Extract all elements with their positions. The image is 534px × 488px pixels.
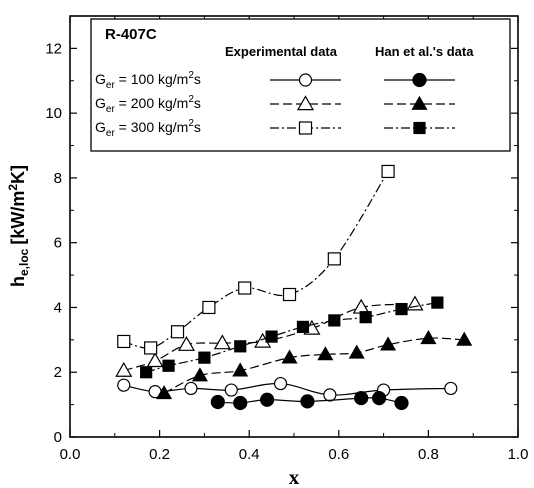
data-point-experimental-100	[224, 383, 238, 397]
x-tick-label: 0.2	[149, 446, 170, 463]
legend-label-100: Ger = 100 kg/m2s	[95, 70, 201, 91]
data-point-han-100	[300, 394, 315, 409]
data-point-experimental-200	[406, 295, 424, 311]
legend-col-han: Han et al.'s data	[375, 44, 474, 59]
data-point-han-200	[281, 349, 298, 364]
data-point-experimental-200	[213, 334, 231, 350]
legend-marker-experimental-200	[296, 95, 315, 111]
data-point-han-200	[380, 336, 397, 351]
data-point-han-300	[265, 330, 278, 343]
legend-title: R-407C	[105, 26, 157, 43]
legend-marker-experimental-100	[298, 73, 313, 87]
data-point-experimental-200	[177, 335, 196, 351]
legend-label-200: Ger = 200 kg/m2s	[95, 94, 201, 115]
data-point-han-200	[232, 362, 249, 377]
y-tick-label: 2	[54, 364, 62, 381]
x-tick-label: 0.4	[239, 446, 260, 463]
legend-marker-experimental-300	[298, 121, 313, 135]
series-line-experimental-300	[123, 171, 389, 349]
ticks: 0.0 0.2 0.4 0.6 0.8 1.0 0 2 4 6 8 10 12	[45, 15, 529, 463]
data-point-han-300	[140, 366, 153, 379]
series-experimental-300	[117, 164, 395, 355]
legend-marker-han-300	[413, 121, 426, 135]
legend-col-experimental: Experimental data	[225, 44, 338, 59]
data-point-experimental-300	[327, 252, 341, 266]
data-point-experimental-100	[184, 381, 198, 396]
series-line-han-200	[163, 337, 465, 394]
series-line-experimental-100	[123, 382, 451, 396]
data-point-experimental-300	[144, 341, 158, 355]
data-point-han-100	[233, 395, 248, 411]
x-axis-label: x	[289, 465, 300, 488]
legend: R-407C Experimental data Han et al.'s da…	[90, 18, 511, 152]
data-point-experimental-200	[146, 352, 164, 368]
y-tick-label: 12	[45, 40, 62, 57]
data-point-experimental-300	[117, 334, 131, 349]
legend-marker-han-200	[411, 95, 428, 110]
data-point-han-200	[456, 331, 473, 346]
data-point-han-300	[234, 340, 247, 353]
data-point-han-300	[198, 351, 211, 364]
data-point-han-200	[420, 330, 437, 345]
y-tick-label: 0	[54, 429, 62, 446]
data-point-han-200	[191, 367, 208, 382]
legend-marker-han-100	[412, 72, 427, 88]
data-point-experimental-100	[273, 376, 288, 391]
data-point-experimental-200	[115, 361, 133, 377]
y-tick-label: 6	[54, 235, 62, 252]
data-point-han-300	[296, 320, 310, 333]
data-point-han-100	[260, 392, 275, 407]
series-layer	[115, 164, 473, 411]
data-point-experimental-100	[117, 378, 131, 392]
y-tick-label: 10	[45, 105, 62, 122]
y-tick-label: 8	[54, 170, 62, 187]
data-point-han-300	[431, 296, 444, 309]
data-point-han-200	[348, 344, 365, 359]
data-point-experimental-300	[282, 287, 297, 302]
data-point-han-100	[210, 394, 225, 410]
x-tick-label: 1.0	[508, 446, 529, 463]
data-point-han-100	[372, 391, 387, 406]
data-point-han-300	[328, 314, 341, 327]
data-point-han-200	[156, 385, 173, 400]
data-point-han-300	[162, 359, 175, 372]
series-han-100	[210, 391, 409, 411]
data-point-han-300	[395, 302, 408, 316]
data-point-experimental-300	[202, 300, 216, 315]
data-point-experimental-100	[444, 381, 458, 396]
x-tick-label: 0.0	[60, 446, 81, 463]
data-point-experimental-300	[170, 325, 185, 339]
data-point-experimental-100	[323, 388, 337, 402]
data-point-han-100	[394, 395, 409, 411]
y-tick-label: 4	[54, 299, 62, 316]
series-han-200	[156, 330, 473, 400]
data-point-experimental-300	[381, 164, 395, 179]
data-point-experimental-300	[238, 281, 252, 295]
y-axis-label: he,loc[kW/m2K]	[6, 165, 31, 287]
data-point-han-300	[359, 311, 372, 324]
x-tick-label: 0.6	[328, 446, 349, 463]
x-tick-label: 0.8	[418, 446, 439, 463]
series-han-300	[140, 296, 444, 379]
series-experimental-100	[117, 376, 458, 402]
legend-label-300: Ger = 300 kg/m2s	[95, 118, 201, 139]
data-point-han-200	[317, 346, 334, 361]
legend-samples	[270, 72, 455, 135]
data-point-han-100	[354, 391, 369, 406]
series-line-han-300	[145, 302, 438, 373]
